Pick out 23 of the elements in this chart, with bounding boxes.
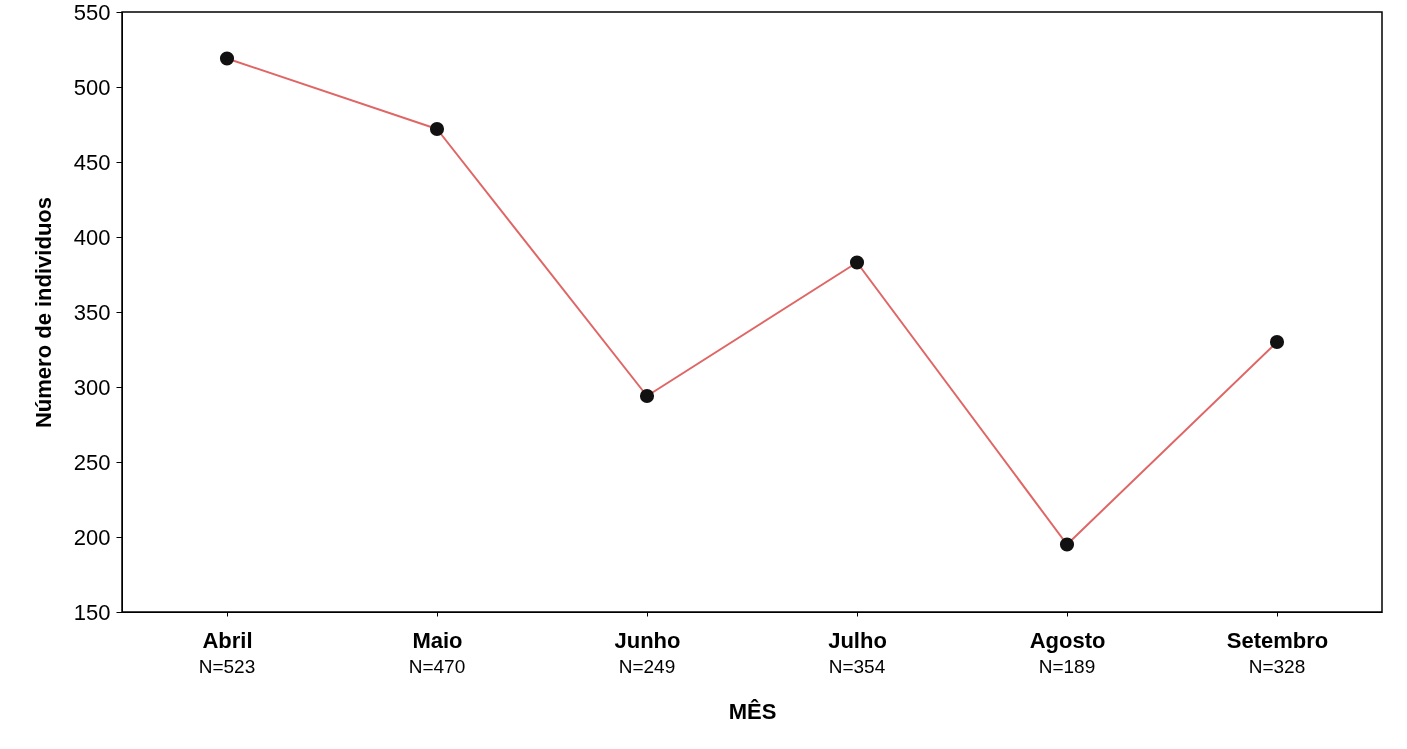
x-tick-label: Julho (828, 627, 887, 653)
y-tick-label: 450 (73, 149, 111, 175)
text: N=523 (198, 656, 256, 677)
y-tick-label: 350 (73, 299, 111, 325)
x-tick-label: Agosto (1029, 627, 1106, 653)
x-tick-label: Abril (202, 627, 253, 653)
text: N=328 (1248, 656, 1306, 677)
y-tick-label: 150 (73, 599, 111, 625)
y-tick-label: 200 (73, 524, 111, 550)
text: N=249 (618, 656, 676, 677)
text: N=189 (1038, 656, 1096, 677)
y-tick-label: 300 (73, 374, 111, 400)
y-tick-label: 250 (73, 449, 111, 475)
text: N=470 (408, 656, 466, 677)
y-tick-label: 550 (73, 0, 111, 25)
y-axis-title: Número de individuos (30, 196, 56, 429)
x-tick-label: Setembro (1226, 627, 1329, 653)
y-tick-label: 400 (73, 224, 111, 250)
y-tick-label: 500 (73, 74, 111, 100)
x-axis-title: MÊS (728, 698, 777, 724)
x-tick-label: Maio (412, 627, 463, 653)
text: N=354 (828, 656, 886, 677)
x-tick-label: Junho (614, 627, 681, 653)
